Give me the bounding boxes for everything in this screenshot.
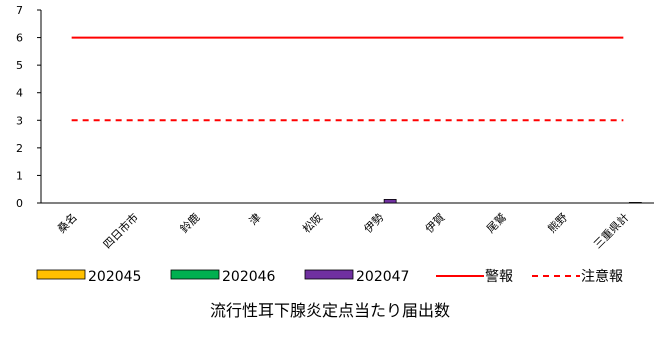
category-label: 三重県計	[590, 210, 631, 251]
category-label: 四日市市	[100, 210, 141, 251]
category-label: 伊賀	[423, 211, 448, 236]
y-tick-label: 3	[16, 114, 23, 127]
legend-label: 202047	[356, 269, 409, 285]
category-labels: 桑名 四日市市 鈴鹿 津 松阪 伊勢 伊賀 尾鷲 熊野 三重県計	[54, 210, 631, 251]
legend-swatch-202046	[170, 269, 220, 280]
legend-label: 202046	[222, 269, 276, 285]
legend-label: 警報	[485, 269, 513, 285]
category-label: 鈴鹿	[177, 210, 202, 235]
y-ticks: 0 1 2 3 4 5 6 7	[16, 4, 41, 210]
category-label: 伊勢	[361, 210, 386, 235]
bar-202047-9	[628, 202, 642, 204]
y-axis: 0 1 2 3 4 5 6 7	[16, 4, 42, 210]
legend: 202045 202046 202047 警報 注意報	[36, 268, 623, 285]
reference-lines	[71, 36, 624, 122]
y-tick-label: 7	[16, 4, 23, 17]
bars	[383, 199, 642, 204]
y-tick-label: 6	[16, 32, 23, 45]
y-tick-label: 1	[16, 169, 23, 182]
category-label: 熊野	[545, 210, 570, 235]
legend-swatch-202045	[36, 269, 86, 280]
y-tick-label: 0	[16, 197, 23, 210]
category-label: 松阪	[300, 210, 325, 235]
y-tick-label: 5	[16, 59, 23, 72]
y-tick-label: 2	[16, 142, 23, 155]
legend-swatch-202047	[304, 269, 354, 280]
legend-label: 注意報	[581, 268, 623, 285]
bar-202047-5	[383, 199, 397, 204]
category-label: 桑名	[54, 210, 79, 235]
legend-label: 202045	[88, 269, 141, 285]
category-label: 尾鷲	[483, 210, 508, 235]
category-label: 津	[247, 211, 264, 228]
y-tick-label: 4	[16, 87, 23, 100]
x-axis-title: 流行性耳下腺炎定点当たり届出数	[210, 301, 450, 320]
